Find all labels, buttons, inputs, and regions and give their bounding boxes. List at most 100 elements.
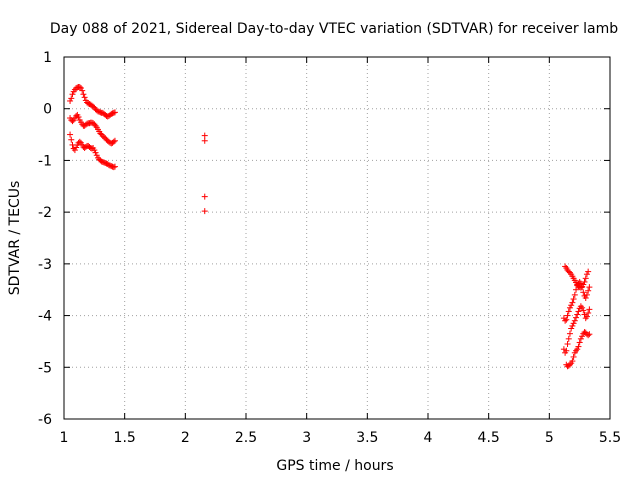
data-point: [574, 346, 581, 353]
data-point: [67, 97, 74, 104]
data-point: [76, 83, 83, 90]
grid: [64, 57, 610, 419]
data-point: [585, 309, 592, 316]
data-point: [69, 91, 76, 98]
y-tick-label: -1: [38, 153, 52, 169]
data-point: [67, 131, 74, 138]
data-point: [68, 136, 75, 143]
data-point: [110, 109, 117, 116]
x-tick-label: 3.5: [356, 430, 378, 446]
data-point: [582, 275, 589, 282]
data-point: [570, 296, 577, 303]
data-point: [583, 313, 590, 320]
data-point: [579, 284, 586, 291]
data-point: [565, 308, 572, 315]
x-tick-label: 2.5: [235, 430, 257, 446]
y-tick-label: -5: [38, 360, 52, 376]
data-point: [201, 137, 208, 144]
data-point: [79, 87, 86, 94]
data-point: [569, 358, 576, 365]
x-tick-label: 5: [545, 430, 554, 446]
data-point: [575, 308, 582, 315]
data-point: [574, 311, 581, 318]
y-tick-label: -4: [38, 309, 52, 325]
data-point: [111, 109, 118, 116]
data-point: [570, 353, 577, 360]
x-tick-label: 4: [424, 430, 433, 446]
x-tick-label: 3: [302, 430, 311, 446]
plot-frame: [63, 56, 611, 420]
data-point: [570, 320, 577, 327]
data-point: [569, 299, 576, 306]
x-tick-label: 1.5: [114, 430, 136, 446]
data-point: [111, 137, 118, 144]
data-point: [583, 291, 590, 298]
y-tick-label: 1: [43, 50, 52, 66]
data-point: [568, 302, 575, 309]
data-point: [564, 312, 571, 319]
data-point: [585, 268, 592, 275]
data-point: [573, 314, 580, 321]
data-point: [582, 315, 589, 322]
data-point: [571, 317, 578, 324]
data-point: [582, 294, 589, 301]
data-point: [573, 286, 580, 293]
data-point: [571, 291, 578, 298]
data-point: [577, 280, 584, 287]
data-point: [580, 307, 587, 314]
data-point: [569, 322, 576, 329]
data-point: [579, 333, 586, 340]
y-tick-label: -6: [38, 412, 52, 428]
data-point: [562, 317, 569, 324]
data-point: [110, 138, 117, 145]
data-point: [586, 284, 593, 291]
x-axis-title: GPS time / hours: [276, 458, 393, 474]
data-point: [565, 335, 572, 342]
y-axis-title: SDTVAR / TECUs: [7, 181, 23, 296]
y-tick-label: -3: [38, 257, 52, 273]
y-tick-label: 0: [43, 102, 52, 118]
y-tick-label: -2: [38, 205, 52, 221]
data-point: [77, 85, 84, 92]
data-point: [580, 289, 587, 296]
data-point: [110, 164, 117, 171]
data-points: [67, 83, 593, 370]
data-point: [80, 91, 87, 98]
data-point: [201, 132, 208, 139]
data-point: [563, 347, 570, 354]
data-point: [586, 331, 593, 338]
data-point: [73, 144, 80, 151]
data-point: [566, 304, 573, 311]
data-point: [111, 163, 118, 170]
x-tick-label: 5.5: [599, 430, 621, 446]
data-point: [575, 343, 582, 350]
data-point: [68, 95, 75, 102]
data-point: [81, 94, 88, 101]
data-point: [585, 287, 592, 294]
data-point: [576, 339, 583, 346]
data-point: [201, 208, 208, 215]
x-tick-label: 1: [60, 430, 69, 446]
x-tick-label: 2: [181, 430, 190, 446]
chart-texts: Day 088 of 2021, Sidereal Day-to-day VTE…: [7, 21, 618, 474]
data-point: [585, 332, 592, 339]
data-point: [76, 138, 83, 145]
axes: 1 1.5 2 2.5 3 3.5 4 4.5 5 5.5 -6 -5 -4 -3 -2 -1 0 1: [38, 50, 621, 446]
data-point: [93, 152, 100, 159]
data-point: [69, 118, 76, 125]
data-point: [568, 325, 575, 332]
data-point: [92, 149, 99, 156]
chart-title: Day 088 of 2021, Sidereal Day-to-day VTE…: [50, 21, 618, 37]
data-point: [201, 193, 208, 200]
data-point: [564, 341, 571, 348]
data-point: [71, 147, 78, 154]
data-point: [583, 271, 590, 278]
data-point: [577, 335, 584, 342]
data-point: [586, 306, 593, 313]
x-tick-label: 4.5: [478, 430, 500, 446]
data-point: [75, 113, 82, 120]
data-point: [579, 304, 586, 311]
data-point: [91, 147, 98, 154]
data-point: [563, 316, 570, 323]
